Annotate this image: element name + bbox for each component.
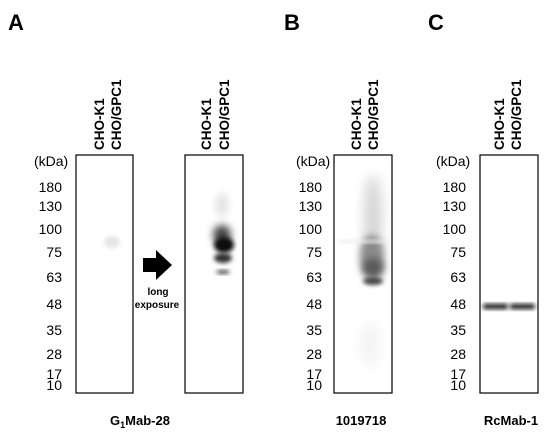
long-exposure-arrow: long exposure — [135, 250, 180, 311]
lane-label-cho-k1: CHO-K1 — [199, 98, 214, 150]
marker-48: 48 — [306, 296, 322, 312]
right-arrow-icon — [143, 250, 172, 280]
marker-35: 35 — [306, 322, 322, 338]
marker-17: 17 — [46, 366, 62, 382]
marker-48: 48 — [450, 296, 466, 312]
marker-ladder-a: 180 130 100 75 63 48 35 28 17 10 — [39, 179, 63, 393]
marker-10: 10 — [450, 377, 466, 393]
marker-75: 75 — [450, 244, 466, 260]
marker-100: 100 — [39, 221, 63, 237]
marker-ladder-c: 180 130 100 75 63 48 35 28 17 10 — [443, 179, 467, 393]
marker-28: 28 — [46, 346, 62, 362]
kda-unit-label: (kDa) — [436, 153, 470, 169]
marker-17: 17 — [450, 366, 466, 382]
kda-unit-label: (kDa) — [296, 153, 330, 169]
faint-band — [104, 236, 120, 248]
marker-10: 10 — [46, 377, 62, 393]
lane-label-cho-gpc1: CHO/GPC1 — [109, 79, 124, 150]
marker-28: 28 — [450, 346, 466, 362]
marker-180: 180 — [443, 179, 467, 195]
marker-ladder-b: 180 130 100 75 63 48 35 28 17 10 — [299, 179, 323, 393]
control-band-cho-gpc1 — [510, 304, 535, 309]
caption-c: RcMab-1 — [484, 413, 538, 428]
panel-letter-b: B — [284, 10, 300, 35]
marker-100: 100 — [299, 221, 323, 237]
blot-c: CHO-K1 CHO/GPC1 (kDa) 180 130 100 75 63 … — [436, 79, 539, 394]
caption-b: 1019718 — [336, 413, 387, 428]
lane-label-cho-gpc1: CHO/GPC1 — [366, 79, 381, 150]
marker-35: 35 — [450, 322, 466, 338]
lane-label-cho-gpc1: CHO/GPC1 — [217, 79, 232, 150]
caption-a: G1Mab-28 — [110, 413, 170, 430]
lane-label-cho-k1: CHO-K1 — [92, 98, 107, 150]
marker-130: 130 — [39, 198, 63, 214]
marker-63: 63 — [450, 269, 466, 285]
gpc1-band-b — [338, 175, 388, 367]
panel-letter-c: C — [428, 10, 444, 35]
lane-label-cho-gpc1: CHO/GPC1 — [509, 79, 524, 150]
marker-100: 100 — [443, 221, 467, 237]
gpc1-band-a — [213, 193, 234, 274]
marker-28: 28 — [306, 346, 322, 362]
marker-130: 130 — [443, 198, 467, 214]
marker-63: 63 — [306, 269, 322, 285]
kda-unit-label: (kDa) — [34, 153, 68, 169]
marker-48: 48 — [46, 296, 62, 312]
lane-label-cho-k1: CHO-K1 — [492, 98, 507, 150]
marker-180: 180 — [299, 179, 323, 195]
arrow-label-long: long — [147, 287, 168, 298]
marker-75: 75 — [46, 244, 62, 260]
blot-frame-a-short — [75, 154, 134, 394]
control-band-cho-k1 — [483, 304, 508, 309]
blot-a-long: CHO-K1 CHO/GPC1 — [184, 79, 244, 394]
marker-10: 10 — [306, 377, 322, 393]
panel-letter-a: A — [8, 10, 24, 35]
marker-75: 75 — [306, 244, 322, 260]
lane-label-cho-k1: CHO-K1 — [349, 98, 364, 150]
arrow-label-exposure: exposure — [135, 300, 180, 311]
blot-frame-a-long — [184, 154, 244, 394]
marker-130: 130 — [299, 198, 323, 214]
marker-35: 35 — [46, 322, 62, 338]
marker-180: 180 — [39, 179, 63, 195]
marker-17: 17 — [306, 366, 322, 382]
blot-frame-c — [479, 154, 539, 394]
marker-63: 63 — [46, 269, 62, 285]
blot-b: CHO-K1 CHO/GPC1 (kDa) 180 130 100 75 63 … — [296, 79, 393, 394]
blot-a-short: CHO-K1 CHO/GPC1 (kDa) 180 130 100 75 63 … — [34, 79, 134, 394]
